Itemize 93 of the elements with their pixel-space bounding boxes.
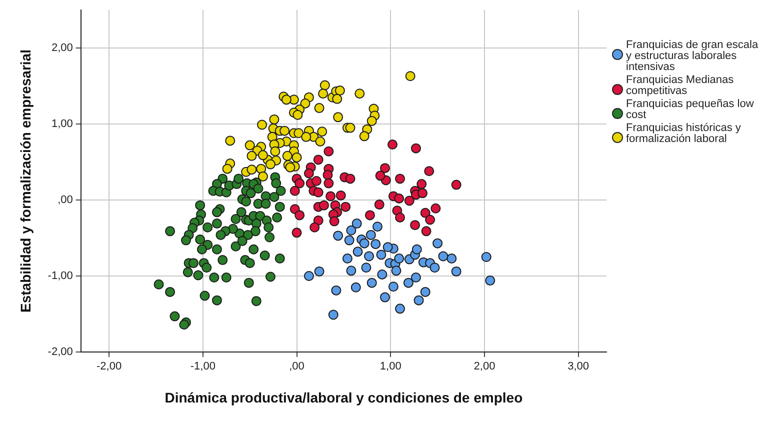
point bbox=[430, 203, 441, 214]
point bbox=[329, 216, 340, 226]
point bbox=[394, 254, 404, 264]
point bbox=[310, 222, 320, 232]
point bbox=[388, 282, 398, 292]
point bbox=[314, 266, 324, 276]
point bbox=[352, 246, 363, 257]
y-axis-title: Estabilidad y formalización empresarial bbox=[17, 50, 34, 312]
point bbox=[342, 254, 352, 264]
point bbox=[432, 238, 443, 248]
point bbox=[346, 225, 356, 236]
point bbox=[313, 187, 324, 198]
point bbox=[333, 230, 344, 241]
point bbox=[404, 196, 414, 206]
y-tick-label: 2,00 bbox=[51, 42, 73, 54]
point bbox=[425, 214, 436, 225]
y-tick-label: -2,00 bbox=[48, 346, 73, 358]
point bbox=[304, 271, 314, 281]
point bbox=[346, 266, 356, 276]
x-tick-label: -2,00 bbox=[96, 360, 122, 373]
point bbox=[481, 252, 492, 262]
point bbox=[391, 266, 402, 276]
point bbox=[418, 188, 428, 198]
point bbox=[350, 282, 361, 292]
point bbox=[395, 304, 406, 314]
legend-label: Franquicias históricas y formalización laboral bbox=[626, 122, 742, 145]
point bbox=[361, 262, 372, 273]
point bbox=[359, 238, 370, 248]
point bbox=[292, 228, 302, 238]
point bbox=[394, 193, 404, 204]
point bbox=[364, 210, 375, 220]
point bbox=[366, 230, 376, 240]
point bbox=[380, 163, 390, 174]
point bbox=[290, 186, 300, 196]
point bbox=[430, 262, 440, 273]
x-axis-title: Dinámica productiva/laboral y condiciones de empleo bbox=[164, 389, 523, 406]
x-tick-label: 3,00 bbox=[568, 360, 590, 373]
point bbox=[374, 200, 384, 210]
point bbox=[331, 285, 342, 296]
point bbox=[395, 212, 406, 222]
legend-label: Franquicias Medianas competitivas bbox=[626, 74, 735, 97]
point bbox=[380, 292, 390, 302]
point bbox=[324, 178, 334, 188]
y-tick-label: ,00 bbox=[58, 194, 73, 206]
point bbox=[324, 146, 334, 156]
point bbox=[420, 208, 430, 218]
point bbox=[403, 278, 414, 288]
point bbox=[424, 166, 434, 176]
point bbox=[364, 251, 374, 262]
point bbox=[451, 266, 462, 276]
point bbox=[326, 191, 336, 202]
point bbox=[438, 251, 448, 262]
point bbox=[328, 310, 338, 320]
point bbox=[410, 272, 421, 283]
x-tick-label: 2,00 bbox=[474, 360, 496, 373]
y-tick-label: 1,00 bbox=[51, 118, 73, 130]
point bbox=[446, 254, 457, 264]
point bbox=[370, 239, 381, 250]
point bbox=[304, 168, 314, 178]
point bbox=[340, 202, 351, 212]
point bbox=[313, 154, 324, 165]
point bbox=[294, 210, 305, 220]
x-tick-label: -1,00 bbox=[190, 360, 216, 373]
point bbox=[318, 200, 329, 210]
point bbox=[420, 286, 430, 297]
point bbox=[345, 174, 356, 184]
point bbox=[294, 178, 305, 188]
point bbox=[311, 176, 322, 186]
point bbox=[344, 235, 354, 246]
point bbox=[336, 190, 346, 200]
point bbox=[382, 242, 393, 252]
point bbox=[416, 179, 427, 190]
point bbox=[412, 244, 422, 254]
point bbox=[376, 250, 386, 260]
point bbox=[410, 220, 420, 230]
y-tick-label: -1,00 bbox=[48, 270, 73, 282]
point bbox=[375, 170, 386, 181]
point bbox=[387, 140, 398, 150]
point bbox=[485, 276, 496, 286]
point bbox=[352, 218, 362, 229]
point bbox=[322, 170, 333, 180]
point bbox=[451, 180, 462, 190]
point bbox=[372, 222, 382, 232]
x-tick-label: ,00 bbox=[289, 360, 304, 373]
x-tick-label: 1,00 bbox=[380, 360, 402, 373]
legend-label: Franquicias de gran escala y estructuras laborales intensivas bbox=[626, 39, 760, 73]
point bbox=[421, 226, 432, 236]
point bbox=[410, 143, 421, 154]
point bbox=[395, 174, 406, 184]
point bbox=[377, 269, 388, 280]
point bbox=[366, 278, 377, 288]
point bbox=[414, 295, 424, 306]
legend-label: Franquicias pequeñas low cost bbox=[626, 98, 755, 121]
